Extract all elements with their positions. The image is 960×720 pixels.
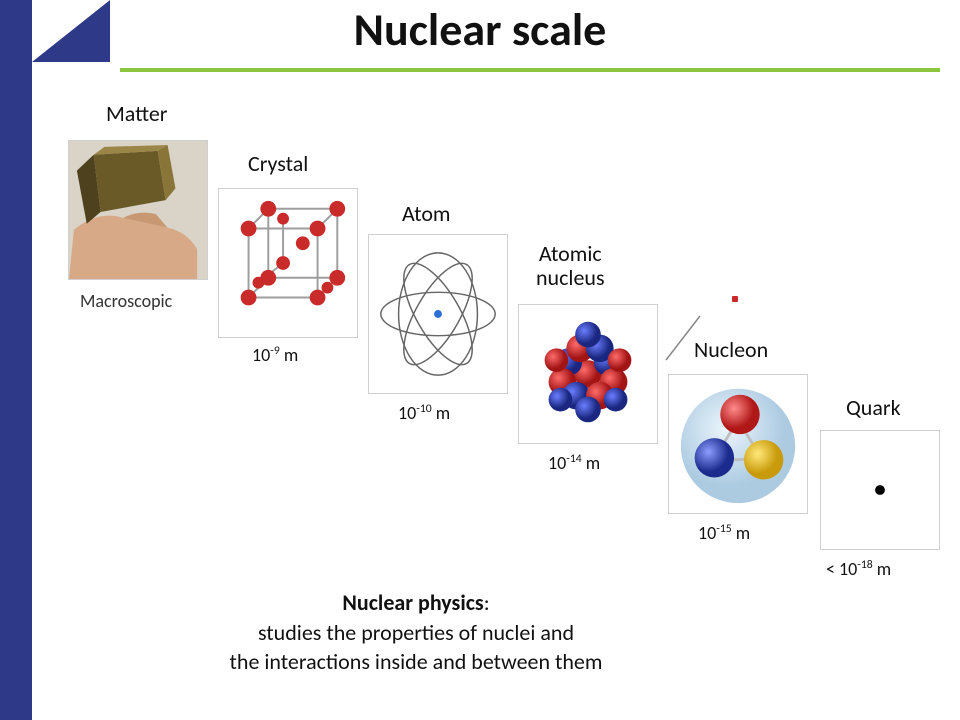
illus-nucleon <box>668 374 808 514</box>
label-atom: Atom <box>402 200 451 227</box>
nucleus-icon <box>519 304 657 444</box>
header-rule <box>120 68 940 72</box>
scale-atom: 10-10 m <box>398 402 450 424</box>
label-quark: Quark <box>846 394 901 421</box>
scale-nucleon: 10-15 m <box>698 522 750 544</box>
atom-icon <box>369 234 507 394</box>
left-sidebar <box>0 0 32 720</box>
page-title: Nuclear scale <box>0 2 960 58</box>
nucleon-icon <box>669 374 807 514</box>
label-crystal: Crystal <box>248 150 308 177</box>
quark-icon <box>821 430 939 550</box>
label-nucleon: Nucleon <box>694 336 768 363</box>
illus-matter <box>68 140 208 280</box>
matter-icon <box>69 140 207 280</box>
sublabel-matter: Macroscopic <box>80 290 172 312</box>
label-matter: Matter <box>106 100 167 127</box>
label-nucleus: Atomicnucleus <box>536 242 605 290</box>
crystal-icon <box>219 188 357 338</box>
illus-nucleus <box>518 304 658 444</box>
scale-quark: < 10-18 m <box>826 558 891 580</box>
tick-red <box>732 296 738 302</box>
scale-crystal: 10-9 m <box>252 344 298 366</box>
illus-atom <box>368 234 508 394</box>
illus-crystal <box>218 188 358 338</box>
footer-lead: Nuclear physics <box>342 589 483 616</box>
scale-nucleus: 10-14 m <box>548 452 600 474</box>
footer-text: Nuclear physics: studies the properties … <box>196 588 636 677</box>
illus-quark <box>820 430 940 550</box>
